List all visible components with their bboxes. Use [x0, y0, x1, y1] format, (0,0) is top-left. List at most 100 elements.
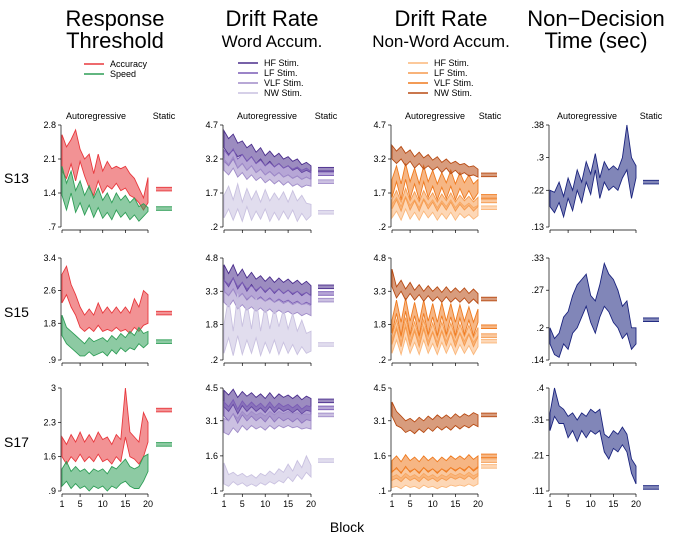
static-band: [318, 413, 334, 417]
static-band: [318, 285, 334, 289]
series-band: [391, 163, 479, 202]
x-tick-label: 1: [389, 499, 394, 509]
y-tick-label: 4.8: [205, 253, 218, 263]
y-tick-label: .27: [531, 285, 544, 295]
y-tick-label: .13: [531, 222, 544, 232]
static-band: [643, 180, 659, 184]
series-band: [61, 314, 149, 357]
y-tick-label: 3.3: [205, 286, 218, 296]
y-tick-label: 3.3: [373, 286, 386, 296]
panel-11: .11.21.31.41 5 10 15 20: [531, 383, 659, 509]
static-band: [481, 173, 497, 177]
static-band: [156, 339, 172, 344]
y-tick-label: .14: [531, 355, 544, 365]
legend-word-nw: NW Stim.: [264, 88, 302, 98]
y-tick-label: .31: [531, 415, 544, 425]
series-band: [549, 387, 637, 485]
static-band: [318, 342, 334, 347]
static-band: [481, 458, 497, 463]
series-band: [61, 387, 149, 465]
x-tick-label: 10: [428, 499, 438, 509]
y-tick-label: .21: [531, 450, 544, 460]
y-tick-label: 4.5: [373, 383, 386, 393]
legend-nonword-hf: HF Stim.: [434, 58, 469, 68]
header-static-col4: Static: [640, 111, 663, 121]
static-band: [318, 171, 334, 176]
x-tick-label: 15: [608, 499, 618, 509]
col2-title-line1: Drift Rate: [226, 6, 319, 31]
x-tick-label: 10: [98, 499, 108, 509]
y-tick-label: 1.6: [205, 451, 218, 461]
legend-nonword-lf: LF Stim.: [434, 68, 468, 78]
static-band: [481, 199, 497, 203]
series-band: [223, 293, 312, 358]
y-tick-label: 2.6: [43, 286, 56, 296]
panel-1: .2 1.7 3.2 4.7: [205, 120, 334, 233]
legend-nonword-nw: NW Stim.: [434, 88, 472, 98]
series-band: [223, 155, 312, 188]
static-band: [643, 485, 659, 490]
y-tick-label: 1.8: [43, 318, 56, 328]
header-autoregressive-col4: Autoregressive: [557, 111, 617, 121]
static-band: [481, 464, 497, 469]
static-band: [318, 291, 334, 296]
series-band: [223, 182, 312, 223]
y-tick-label: 2.1: [43, 154, 56, 164]
x-tick-label: 5: [78, 499, 83, 509]
y-tick-label: 1.4: [43, 188, 56, 198]
legend-threshold: Accuracy Speed: [84, 59, 148, 79]
col4-title-line2: Time (sec): [544, 28, 647, 53]
static-band: [156, 442, 172, 447]
col3-title-line1: Drift Rate: [395, 6, 488, 31]
legend-word-vlf: VLF Stim.: [264, 78, 304, 88]
x-tick-label: 15: [450, 499, 460, 509]
static-band: [481, 194, 497, 199]
static-band: [156, 187, 172, 191]
series-band: [549, 124, 637, 219]
series-band: [61, 264, 149, 335]
y-tick-label: .9: [48, 486, 56, 496]
series-band: [391, 401, 479, 435]
series-band: [223, 410, 312, 436]
y-tick-label: .2: [378, 355, 386, 365]
y-tick-label: 3.4: [43, 253, 56, 263]
panel-5: .2 1.8 3.3 4.8: [205, 253, 334, 366]
header-static-col2: Static: [315, 111, 338, 121]
static-band: [318, 458, 334, 463]
y-tick-label: .11: [532, 486, 544, 496]
x-tick-label: 10: [260, 499, 270, 509]
series-band: [391, 317, 479, 349]
static-band: [643, 317, 659, 322]
series-band: [391, 144, 479, 178]
static-band: [318, 406, 334, 410]
y-tick-label: 4.7: [373, 120, 386, 130]
static-band: [481, 454, 497, 458]
x-tick-label: 15: [120, 499, 130, 509]
static-band: [481, 297, 497, 301]
x-axis-label: Block: [330, 519, 365, 535]
panel-2: .2 1.7 3.2 4.7: [373, 120, 497, 233]
static-band: [318, 167, 334, 171]
x-tick-label: 1: [221, 499, 226, 509]
legend-word: HF Stim. LF Stim. VLF Stim. NW Stim.: [238, 58, 304, 98]
legend-nonword: HF Stim. LF Stim. VLF Stim. NW Stim.: [408, 58, 474, 98]
static-band: [481, 339, 497, 343]
y-tick-label: .7: [48, 222, 56, 232]
series-band: [61, 166, 149, 222]
y-tick-label: 3.1: [373, 416, 386, 426]
x-tick-label: 5: [240, 499, 245, 509]
row-label-s13: S13: [4, 170, 29, 186]
y-tick-label: 1.7: [205, 188, 218, 198]
x-tick-label: 20: [631, 499, 641, 509]
y-tick-label: .2: [536, 323, 544, 333]
x-tick-label: 5: [408, 499, 413, 509]
legend-word-lf: LF Stim.: [264, 68, 298, 78]
y-tick-label: 4.8: [373, 253, 386, 263]
y-tick-label: 1.6: [373, 451, 386, 461]
panel-7: .14 .2 .27 .33: [531, 253, 659, 366]
y-tick-label: .2: [378, 222, 386, 232]
row-label-s15: S15: [4, 304, 29, 320]
static-band: [481, 205, 497, 210]
x-tick-label: 1: [59, 499, 64, 509]
